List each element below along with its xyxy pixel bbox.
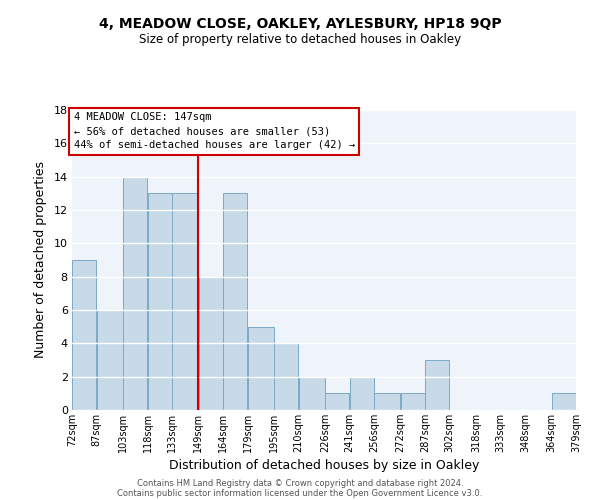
Bar (325, 394, 349, 410)
Bar (248, 326, 274, 410)
Text: 4, MEADOW CLOSE, OAKLEY, AYLESBURY, HP18 9QP: 4, MEADOW CLOSE, OAKLEY, AYLESBURY, HP18… (98, 18, 502, 32)
Bar (350, 376, 374, 410)
Text: Contains HM Land Registry data © Crown copyright and database right 2024.: Contains HM Land Registry data © Crown c… (137, 478, 463, 488)
Bar (199, 276, 223, 410)
Bar (148, 194, 172, 410)
Bar (72, 260, 97, 410)
X-axis label: Distribution of detached houses by size in Oakley: Distribution of detached houses by size … (169, 459, 479, 472)
Text: Size of property relative to detached houses in Oakley: Size of property relative to detached ho… (139, 32, 461, 46)
Text: 4 MEADOW CLOSE: 147sqm
← 56% of detached houses are smaller (53)
44% of semi-det: 4 MEADOW CLOSE: 147sqm ← 56% of detached… (74, 112, 355, 150)
Bar (223, 194, 247, 410)
Bar (299, 376, 325, 410)
Bar (374, 394, 400, 410)
Bar (551, 394, 576, 410)
Bar (401, 394, 425, 410)
Y-axis label: Number of detached properties: Number of detached properties (34, 162, 47, 358)
Bar (274, 344, 298, 410)
Text: Contains public sector information licensed under the Open Government Licence v3: Contains public sector information licen… (118, 488, 482, 498)
Bar (123, 176, 147, 410)
Bar (172, 194, 198, 410)
Bar (425, 360, 449, 410)
Bar (97, 310, 122, 410)
